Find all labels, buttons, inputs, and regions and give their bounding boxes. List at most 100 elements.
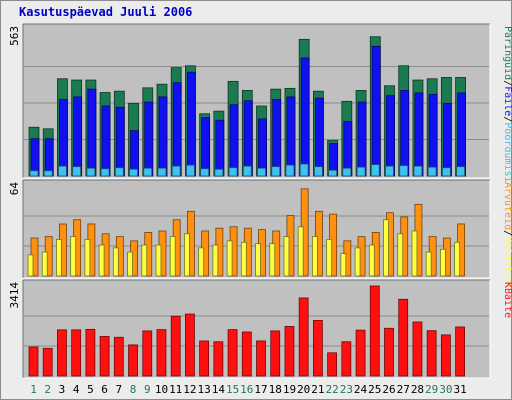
bar-kbaite-day-27 <box>398 298 409 377</box>
bar-faile-day-17 <box>258 118 267 177</box>
bar-pöördumisi-day-13 <box>200 168 210 177</box>
bar-külastusi-day-4 <box>70 236 77 277</box>
bar-pöördumisi-day-23 <box>342 167 352 177</box>
bar-pöördumisi-day-28 <box>413 165 423 177</box>
axis-legend-part: / <box>502 80 512 86</box>
bar-kbaite-day-13 <box>199 340 210 377</box>
bar-faile-day-6 <box>101 105 111 177</box>
bar-kbaite-day-4 <box>71 329 82 377</box>
x-tick-label: 25 <box>368 383 381 396</box>
bar-faile-day-24 <box>357 101 367 177</box>
bar-külastusi-day-25 <box>368 244 375 277</box>
bar-faile-day-19 <box>286 96 296 177</box>
bar-kbaite-day-21 <box>312 319 323 377</box>
y-max-tick-label: 64 <box>8 182 21 196</box>
bar-kbaite-day-7 <box>113 336 124 377</box>
bar-külastusi-day-31 <box>454 241 461 277</box>
bar-pöördumisi-day-25 <box>370 164 380 177</box>
bar-kbaite-day-16 <box>241 331 252 377</box>
bar-külastusi-day-24 <box>354 247 361 277</box>
bar-kbaite-day-29 <box>426 330 437 377</box>
bar-külastusi-day-8 <box>127 251 133 277</box>
bar-kbaite-day-11 <box>170 315 181 377</box>
x-tick-label: 28 <box>411 383 424 396</box>
x-tick-label: 24 <box>354 383 368 396</box>
x-tick-label: 8 <box>130 383 137 396</box>
bar-kbaite-day-18 <box>270 330 281 377</box>
bottom-panel: 3414 KBaite <box>8 279 512 379</box>
x-tick-label: 11 <box>169 383 182 396</box>
x-tick-label: 22 <box>325 383 338 396</box>
bar-faile-day-27 <box>400 90 410 177</box>
bar-pöördumisi-day-5 <box>86 167 96 177</box>
y-max-tick-label: 3414 <box>8 282 21 309</box>
bar-külastusi-day-26 <box>383 219 389 277</box>
bar-pöördumisi-day-14 <box>214 168 224 177</box>
bar-pöördumisi-day-4 <box>72 166 82 177</box>
bar-kbaite-day-30 <box>440 334 451 377</box>
bar-faile-day-15 <box>229 104 239 177</box>
bar-pöördumisi-day-21 <box>313 166 323 177</box>
x-tick-label: 31 <box>453 383 466 396</box>
x-tick-label: 2 <box>44 383 51 396</box>
axis-legend-label: Arvuteid/Külastusi <box>502 182 512 290</box>
bar-kbaite-day-2 <box>42 347 53 377</box>
bar-külastusi-day-21 <box>311 236 318 277</box>
axis-legend-label: Päringuid/Faile/Pöördumisi <box>502 26 512 183</box>
bar-kbaite-day-1 <box>28 346 39 377</box>
bar-kbaite-day-17 <box>256 340 266 377</box>
bar-külastusi-day-2 <box>41 251 48 277</box>
bar-külastusi-day-9 <box>141 244 148 277</box>
bar-faile-day-26 <box>386 95 395 177</box>
bar-külastusi-day-1 <box>27 254 34 277</box>
bar-pöördumisi-day-8 <box>129 168 138 177</box>
axis-legend-part: / <box>502 230 512 236</box>
bar-külastusi-day-11 <box>169 236 176 277</box>
axis-legend-part: Külastusi <box>502 236 512 290</box>
bar-külastusi-day-23 <box>340 253 347 277</box>
bar-külastusi-day-7 <box>112 247 119 277</box>
bar-pöördumisi-day-30 <box>441 167 451 177</box>
x-tick-label: 23 <box>340 383 353 396</box>
bar-külastusi-day-12 <box>184 233 190 277</box>
bar-faile-day-4 <box>73 96 83 177</box>
bar-faile-day-18 <box>272 99 282 177</box>
x-tick-label: 30 <box>439 383 452 396</box>
axis-legend-part: Pöördumisi <box>502 122 512 182</box>
bar-pöördumisi-day-3 <box>58 165 67 177</box>
x-tick-label: 17 <box>254 383 267 396</box>
x-tick-label: 9 <box>144 383 151 396</box>
bar-faile-day-9 <box>144 101 154 177</box>
bar-faile-day-10 <box>158 96 168 177</box>
axis-legend-part: Päringuid <box>502 26 512 80</box>
bar-faile-day-25 <box>371 45 381 177</box>
bar-pöördumisi-day-9 <box>143 167 153 177</box>
bar-külastusi-day-17 <box>255 243 261 277</box>
x-tick-label: 21 <box>311 383 324 396</box>
bar-faile-day-7 <box>115 106 125 177</box>
bar-kbaite-day-26 <box>384 327 394 377</box>
bar-külastusi-day-16 <box>240 241 247 277</box>
bar-pöördumisi-day-26 <box>385 165 394 177</box>
x-tick-label: 16 <box>240 383 253 396</box>
bar-kbaite-day-5 <box>85 328 96 377</box>
bar-faile-day-14 <box>215 119 225 177</box>
bar-kbaite-day-24 <box>355 329 366 377</box>
x-tick-label: 7 <box>116 383 123 396</box>
bar-külastusi-day-5 <box>84 239 91 277</box>
bar-faile-day-30 <box>442 102 452 177</box>
bar-pöördumisi-day-11 <box>171 165 181 177</box>
bar-kbaite-day-31 <box>455 326 466 377</box>
x-tick-label: 3 <box>59 383 66 396</box>
bar-kbaite-day-25 <box>369 285 380 377</box>
bar-pöördumisi-day-19 <box>285 164 295 177</box>
bar-pöördumisi-day-24 <box>356 166 366 177</box>
bar-pöördumisi-day-31 <box>456 166 466 177</box>
bar-pöördumisi-day-29 <box>427 166 437 177</box>
bar-külastusi-day-10 <box>155 244 162 277</box>
bar-kbaite-day-28 <box>412 321 423 377</box>
top-panel: 563 Päringuid/Faile/Pöördumisi <box>8 23 512 183</box>
bar-külastusi-day-3 <box>56 239 62 277</box>
bar-faile-day-12 <box>187 71 196 177</box>
x-tick-label: 18 <box>269 383 282 396</box>
